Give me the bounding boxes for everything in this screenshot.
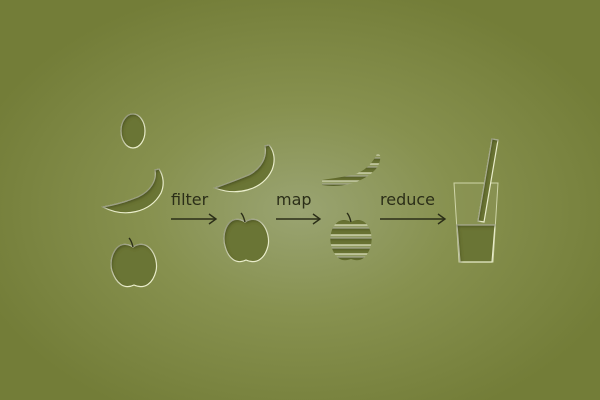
sliced-apple-icon bbox=[330, 212, 372, 261]
map-arrow-head bbox=[312, 213, 322, 225]
apple-icon bbox=[223, 212, 270, 263]
operation-map: map bbox=[276, 190, 322, 225]
stage-mapped bbox=[322, 154, 381, 261]
sliced-banana-icon bbox=[322, 154, 381, 186]
operation-filter: filter bbox=[171, 190, 218, 225]
glass-liquid bbox=[456, 224, 496, 263]
apple-icon bbox=[110, 237, 158, 288]
filter-label: filter bbox=[171, 190, 209, 209]
operation-reduce: reduce bbox=[380, 190, 447, 225]
banana-icon bbox=[213, 144, 275, 193]
egg-icon bbox=[120, 113, 146, 149]
straw-icon bbox=[477, 138, 499, 223]
stage-input bbox=[101, 113, 164, 288]
filter-arrow-head bbox=[208, 213, 218, 225]
smoothie-glass-icon bbox=[453, 138, 499, 263]
banana-icon bbox=[101, 168, 164, 214]
stage-filtered bbox=[213, 144, 275, 263]
reduce-arrow-head bbox=[437, 213, 447, 225]
map-label: map bbox=[276, 190, 312, 209]
reduce-label: reduce bbox=[380, 190, 435, 209]
